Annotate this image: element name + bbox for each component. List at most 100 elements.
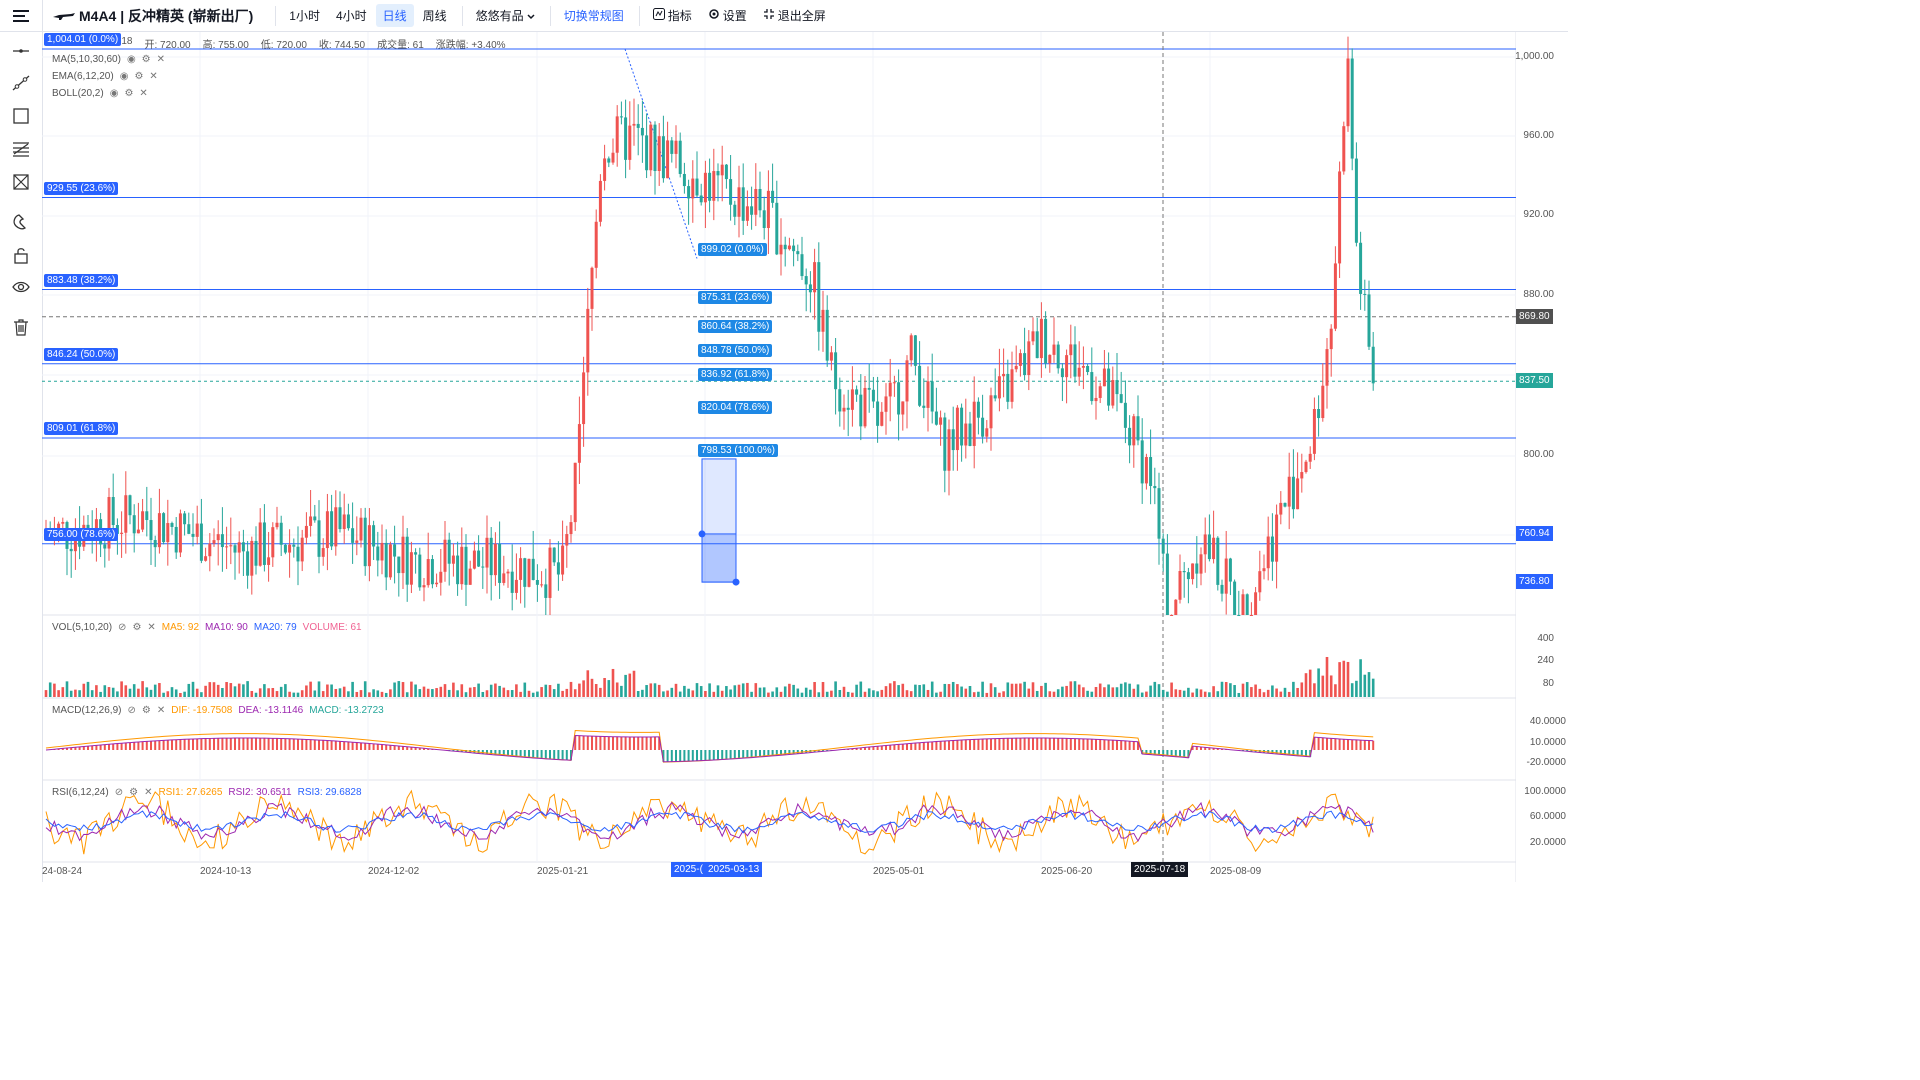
volume-bar [846, 691, 850, 697]
macd-bar [1317, 737, 1320, 750]
indicators-button[interactable]: 指标 [646, 4, 699, 27]
rectangle-icon[interactable] [10, 105, 32, 127]
macd-bar [221, 738, 224, 750]
close-icon[interactable]: ✕ [156, 54, 166, 65]
macd-bar [91, 745, 94, 750]
macd-bar [855, 748, 858, 750]
indicator-ema[interactable]: EMA(6,12,20) ◉ ⚙ ✕ [52, 71, 158, 82]
volume-bar [170, 687, 174, 697]
gear-icon[interactable]: ⚙ [141, 54, 151, 65]
candle-body [783, 244, 787, 250]
volume-bar [195, 688, 199, 697]
macd-bar [1027, 738, 1030, 750]
eye-off-icon[interactable]: ⊘ [114, 787, 124, 798]
candle-body [796, 251, 800, 255]
indicator-ma[interactable]: MA(5,10,30,60) ◉ ⚙ ✕ [52, 54, 165, 65]
interval-1d[interactable]: 日线 [375, 4, 414, 27]
close-icon[interactable]: ✕ [147, 622, 156, 633]
volume-bar [82, 683, 86, 697]
time-axis-label: 2025-06-20 [1041, 866, 1093, 877]
candle-body [632, 123, 636, 126]
close-icon[interactable]: ✕ [156, 705, 166, 716]
macd-bar [931, 741, 934, 750]
eye-icon[interactable]: ◉ [119, 71, 129, 82]
volume-bar [502, 687, 506, 697]
eye-off-icon[interactable]: ⊘ [118, 622, 127, 633]
menu-icon[interactable] [0, 0, 43, 31]
gear-icon[interactable]: ⚙ [141, 705, 151, 716]
volume-bar [544, 684, 548, 697]
volume-bar [237, 683, 241, 697]
volume-bar [132, 684, 136, 697]
candle-body [888, 382, 892, 397]
chart-canvas[interactable] [42, 32, 1516, 882]
switch-view-button[interactable]: 切换常规图 [563, 9, 624, 23]
candle-body [1275, 514, 1279, 562]
macd-bar [649, 736, 652, 750]
interval-1h[interactable]: 1小时 [289, 9, 320, 23]
candle-body [1312, 408, 1316, 454]
macd-bar [1090, 739, 1093, 750]
candle-body [1178, 571, 1182, 600]
volume-bar [1371, 678, 1375, 697]
macd-bar [1069, 738, 1072, 750]
cursor-icon[interactable] [10, 40, 32, 62]
volume-bar [754, 683, 758, 697]
macd-bar [166, 740, 169, 750]
macd-bar [641, 736, 644, 750]
trendline-icon[interactable] [10, 72, 32, 94]
volume-bar [1224, 682, 1228, 697]
volume-bar [594, 684, 598, 697]
candle-body [241, 542, 245, 552]
macd-bar [292, 738, 295, 750]
volume-bar [368, 692, 371, 697]
price-axis[interactable]: 1,000.00 960.00 920.00 880.00 800.00 400… [1515, 32, 1568, 882]
rsi-2: RSI2: 30.6511 [228, 787, 292, 798]
close-icon[interactable]: ✕ [144, 787, 153, 798]
candle-body [376, 546, 380, 561]
candle-body [1081, 365, 1085, 368]
gear-icon[interactable]: ⚙ [129, 787, 139, 798]
candle-body [372, 525, 376, 547]
interval-1w[interactable]: 周线 [422, 9, 447, 23]
gear-icon[interactable]: ⚙ [132, 622, 142, 633]
candle-body [775, 202, 779, 255]
candle-body [577, 424, 581, 463]
symbol-title[interactable]: M4A4 | 反冲精英 (崭新出厂) [79, 7, 254, 24]
eye-icon[interactable] [10, 276, 32, 298]
candle-body [330, 511, 334, 547]
magnet-icon[interactable] [10, 210, 32, 232]
candle-body [787, 245, 791, 250]
gear-icon[interactable]: ⚙ [124, 88, 134, 99]
eye-icon[interactable]: ◉ [126, 54, 136, 65]
macd-bar [725, 750, 728, 760]
indicator-boll[interactable]: BOLL(20,2) ◉ ⚙ ✕ [52, 88, 148, 99]
candle-body [1069, 344, 1073, 356]
volume-bar [901, 683, 905, 697]
trash-icon[interactable] [10, 316, 32, 338]
gear-icon[interactable]: ⚙ [134, 71, 144, 82]
volume-bar [1056, 689, 1060, 697]
candle-body [1157, 488, 1161, 539]
close-icon[interactable]: ✕ [149, 71, 158, 82]
macd-bar [1254, 750, 1257, 753]
eye-off-icon[interactable]: ⊘ [127, 705, 136, 716]
settings-button[interactable]: 设置 [701, 4, 754, 27]
pattern-icon[interactable] [10, 171, 32, 193]
candle-body [414, 552, 418, 555]
eye-icon[interactable]: ◉ [109, 88, 119, 99]
volume-bar [872, 690, 875, 697]
volume-bar [1342, 660, 1346, 697]
candle-body [397, 556, 401, 574]
volume-bar [867, 688, 871, 697]
fib-icon[interactable] [10, 138, 32, 160]
exit-fullscreen-button[interactable]: 退出全屏 [756, 4, 833, 27]
candle-body [334, 507, 338, 547]
close-icon[interactable]: ✕ [139, 88, 148, 99]
candle-body [1060, 368, 1064, 378]
interval-4h[interactable]: 4小时 [335, 9, 367, 23]
lock-icon[interactable] [10, 244, 32, 266]
candle-body [968, 423, 972, 446]
source-select[interactable]: 悠悠有品 [469, 4, 542, 27]
volume-bar [1170, 682, 1173, 697]
